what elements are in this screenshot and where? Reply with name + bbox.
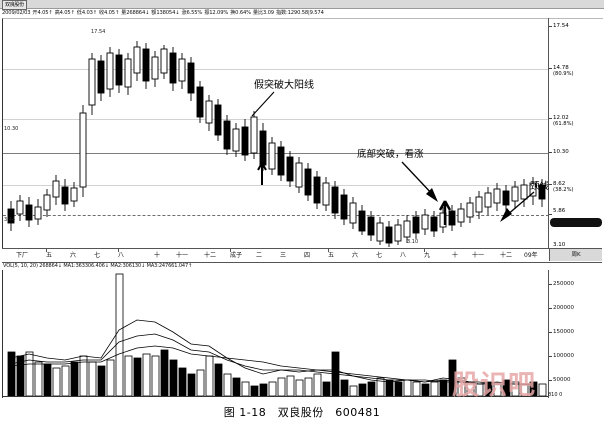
price-tick-3-10: 3.10	[553, 242, 566, 248]
date-label-15: 八	[400, 252, 407, 259]
volume-tick-100000: 100000	[553, 353, 574, 359]
date-label-4: 八	[118, 252, 125, 259]
volume-ma5-line	[10, 319, 533, 385]
volume-tick-50000: 50000	[553, 377, 571, 383]
quote-field-open: 开4.05↑	[32, 10, 53, 16]
price-tick-5-86: 5.86	[553, 208, 566, 214]
signal-arrow-group	[257, 162, 452, 225]
volume-ma20-line	[10, 345, 533, 385]
price-tick-17-54: 17.54	[553, 23, 569, 29]
kline-period-button[interactable]: 周K	[549, 249, 602, 261]
figure-caption: 图 1-18 双良股份 600481	[223, 406, 381, 419]
volume-baseline	[2, 396, 548, 397]
date-label-9: 二	[256, 252, 263, 259]
volume-tick-250000: 250000	[553, 281, 574, 287]
date-axis[interactable]: 下厂 五 六 七 八 十 十一 十二 成子 二 三 四 五 六 七 八 九 十 …	[2, 248, 602, 263]
watermark-logo: 股识吧	[452, 370, 536, 401]
quote-field-high: 高4.05↑	[54, 10, 75, 16]
date-label-16: 九	[424, 252, 431, 259]
quote-field-volratio: 量比3.09	[252, 10, 274, 16]
annotation-bottom-breakout: 底部突破，看涨	[357, 149, 424, 160]
stock-name-tag[interactable]: 双良股份	[2, 0, 27, 10]
leader-arrow-neckline	[500, 191, 535, 222]
quote-field-volume: 量268864↓	[121, 10, 150, 16]
volume-bar-series	[7, 273, 547, 397]
date-label-19: 十二	[500, 252, 513, 259]
quote-field-amplitude: 振12.09%	[204, 10, 229, 16]
quote-field-index: 指数:1290.58|9.574	[275, 10, 324, 16]
date-label-10: 三	[280, 252, 287, 259]
quote-field-close: 收4.05↑	[98, 10, 120, 16]
price-tick-14-78: 14.78 (80.9%)	[553, 65, 574, 77]
date-label-1: 五	[46, 252, 53, 259]
gridline-8-62	[3, 185, 549, 186]
date-label-20: 09年	[524, 252, 538, 259]
date-label-3: 七	[94, 252, 101, 259]
candlestick-series	[7, 41, 546, 247]
price-label-left-2: 3.44	[4, 217, 16, 223]
volume-axis-corner: 810 0	[548, 392, 563, 398]
gridline-12-02	[3, 119, 549, 120]
quote-date: 2009/02/03	[2, 10, 31, 16]
price-tick-12-02: 12.02 (61.8%)	[553, 115, 574, 127]
gridline-10-30	[3, 153, 549, 154]
price-label-low: 3.10	[407, 239, 419, 245]
window-titlebar	[0, 0, 604, 9]
date-label-8: 成子	[230, 252, 243, 259]
date-label-14: 七	[376, 252, 383, 259]
volume-indicator-label: VOL(5, 10, 20) 268864↓ MA1:363306.406↓ M…	[3, 263, 193, 269]
price-tick-10-30: 10.30	[553, 149, 569, 155]
volume-tick-150000: 150000	[553, 329, 574, 335]
current-price-badge	[550, 218, 602, 227]
quote-field-turnover: 换0.64%	[230, 10, 251, 16]
quote-field-low: 低4.03↑	[76, 10, 97, 16]
volume-chart-pane[interactable]	[2, 270, 603, 398]
gridline-14-78	[3, 69, 549, 70]
quote-header: 2009/02/03 开4.05↑ 高4.05↑ 低4.03↑ 收4.05↑ 量26886…	[2, 9, 600, 18]
price-label-left-1: 10.30	[4, 126, 19, 132]
neckline-level	[3, 215, 549, 216]
annotation-false-breakout: 假突破大阳线	[254, 80, 314, 91]
price-chart-pane[interactable]: 10.30 3.44 17.54 3.10	[2, 18, 603, 249]
date-label-17: 十	[452, 252, 459, 259]
date-label-18: 十一	[472, 252, 485, 259]
quote-field-change: 涨6.55%	[181, 10, 203, 16]
date-label-7: 十二	[204, 252, 217, 259]
volume-tick-200000: 200000	[553, 305, 574, 311]
date-label-6: 十一	[176, 252, 189, 259]
price-axis-right[interactable]: 17.54 14.78 (80.9%) 12.02 (61.8%) 10.30 8.…	[548, 18, 603, 248]
price-label-high: 17.54	[91, 29, 106, 35]
annotation-neckline: 颈线	[530, 181, 550, 192]
leader-line-false-breakout	[251, 91, 275, 117]
volume-axis-right[interactable]: 250000 200000 150000 100000 50000	[548, 270, 603, 398]
date-label-2: 六	[70, 252, 77, 259]
date-label-11: 四	[304, 252, 311, 259]
date-label-0: 下厂	[16, 252, 29, 259]
date-label-5: 十	[154, 252, 161, 259]
volume-ma10-line	[10, 333, 534, 386]
date-label-13: 六	[352, 252, 359, 259]
date-label-12: 五	[328, 252, 335, 259]
leader-arrow-bottom-breakout	[401, 161, 438, 202]
price-tick-8-62: 8.62 (38.2%)	[553, 181, 574, 193]
quote-field-amount: 额138054↓	[151, 10, 180, 16]
